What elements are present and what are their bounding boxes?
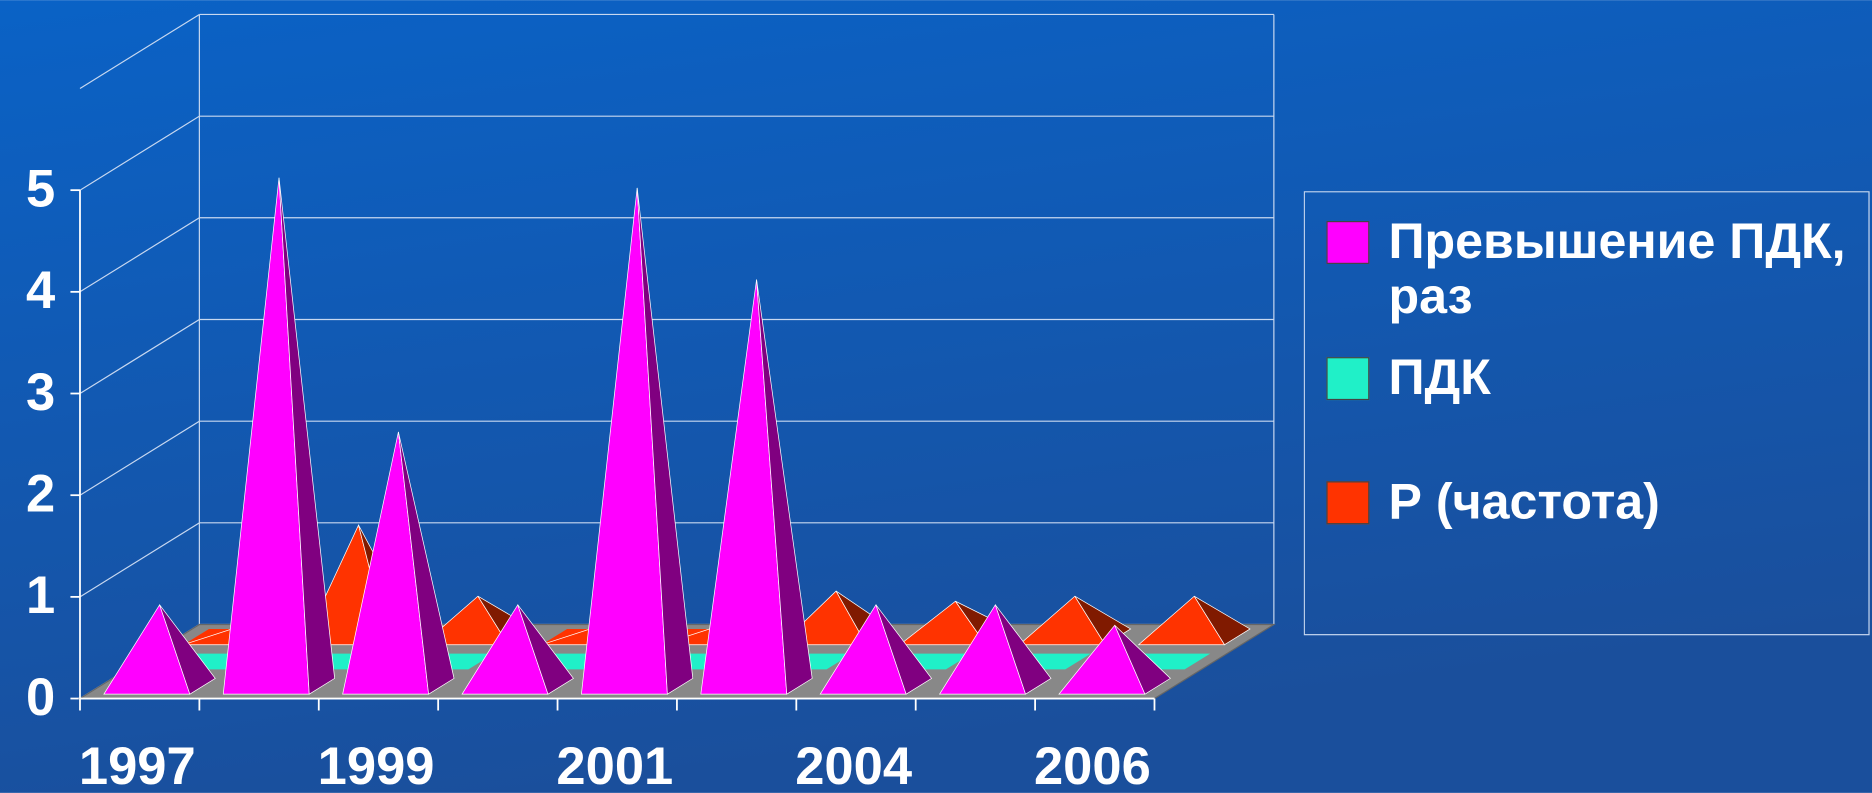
y-tick-label: 5 (26, 159, 55, 218)
pyramid (103, 604, 216, 695)
y-tick-label: 1 (26, 566, 55, 625)
pyramid-side (159, 604, 216, 695)
grid-line (79, 217, 1274, 293)
y-tick-label: 4 (26, 261, 55, 320)
pyramid-side (756, 279, 813, 695)
pyramid (342, 431, 455, 695)
pyramid-side (1193, 595, 1251, 646)
plot-area: 0 1 2 3 4 5 1997 1999 2001 2004 2006 (26, 13, 1276, 793)
x-tick-label: 1999 (318, 737, 435, 793)
pyramid (1137, 595, 1251, 646)
x-tick-label: 2006 (1034, 737, 1151, 793)
x-tick-label: 2004 (795, 737, 912, 793)
grid-line (79, 318, 1274, 395)
pyramid (1058, 624, 1171, 695)
y-tick-label: 3 (26, 363, 55, 422)
legend-label: Р (частота) (1388, 472, 1660, 530)
legend: Превышение ПДК, раз ПДК Р (частота) (1303, 191, 1870, 636)
pyramid-side (398, 431, 455, 695)
pyramid-side (875, 604, 933, 695)
legend-label: Превышение ПДК, раз (1388, 212, 1846, 324)
x-tick-label: 2001 (556, 737, 673, 793)
grid-line (79, 420, 1274, 496)
legend-swatch (1326, 481, 1370, 525)
pyramid-side (517, 604, 574, 695)
legend-label: ПДК (1388, 348, 1491, 405)
pyramid-side (994, 604, 1052, 695)
pyramid-side (278, 177, 336, 695)
pyramid (700, 279, 813, 695)
legend-swatch (1326, 221, 1370, 264)
grid-line (79, 115, 1274, 191)
legend-item: ПДК (1326, 348, 1856, 405)
y-tick-label: 0 (26, 668, 55, 727)
pyramid (581, 187, 694, 695)
legend-item: Р (частота) (1326, 474, 1856, 529)
pyramid-side (1114, 624, 1171, 695)
pyramid (222, 177, 336, 695)
y-tick-label: 2 (26, 464, 55, 523)
pyramid (938, 604, 1052, 695)
pyramid-side (636, 187, 694, 695)
legend-item: Превышение ПДК, раз (1326, 212, 1856, 324)
legend-box: Превышение ПДК, раз ПДК Р (частота) (1303, 191, 1870, 636)
x-tick-label: 1997 (79, 737, 196, 793)
wall-edge (79, 13, 200, 89)
pyramid (461, 604, 574, 695)
pyramid (819, 604, 933, 695)
legend-swatch (1326, 357, 1370, 401)
grid-line (79, 522, 1274, 598)
